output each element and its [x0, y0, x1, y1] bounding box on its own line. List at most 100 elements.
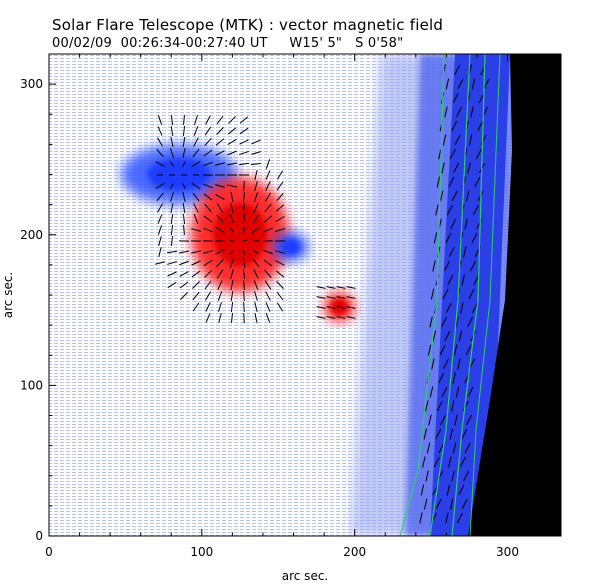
field-vector [252, 214, 260, 224]
field-vector [455, 386, 460, 398]
field-vector [422, 456, 426, 468]
field-vector [326, 316, 336, 319]
field-vector [182, 213, 186, 225]
field-vector [203, 215, 213, 223]
field-vector [170, 125, 174, 137]
field-vector [170, 235, 174, 247]
field-vector [336, 296, 346, 299]
field-vector [276, 181, 284, 191]
x-tick-label: 300 [496, 545, 519, 559]
field-vector [433, 232, 438, 244]
field-vector [461, 498, 468, 510]
field-vector [442, 134, 447, 146]
field-vector [474, 176, 481, 188]
field-vector [432, 260, 436, 272]
field-vector [438, 148, 442, 160]
field-vector [155, 182, 165, 190]
field-vector [450, 218, 457, 230]
field-vector [435, 428, 442, 440]
x-axis-label: arc sec. [282, 569, 328, 583]
field-vector [229, 249, 235, 255]
field-vector [456, 512, 463, 524]
field-vector [461, 274, 465, 286]
field-vector [239, 139, 249, 145]
field-vector [216, 214, 224, 224]
field-vector [265, 159, 271, 169]
field-vector [423, 498, 428, 510]
field-vector [226, 162, 238, 166]
field-vector [217, 291, 223, 301]
field-vector [425, 470, 429, 482]
field-vector [251, 226, 261, 234]
field-vector [252, 258, 260, 268]
field-vector [447, 274, 454, 286]
field-vector [454, 64, 461, 76]
field-vector [452, 372, 456, 384]
field-vector [442, 358, 449, 370]
field-vector [431, 358, 435, 370]
field-vector [454, 414, 458, 426]
y-tick-label: 200 [20, 228, 43, 242]
field-vector [264, 280, 272, 290]
field-vector [336, 286, 346, 289]
field-vector [157, 126, 163, 136]
field-vector [275, 216, 285, 222]
field-vector [467, 386, 474, 398]
field-vector [458, 330, 463, 342]
field-vector [426, 442, 431, 454]
field-vector [265, 302, 271, 312]
field-vector [182, 125, 186, 137]
field-vector [326, 286, 336, 289]
field-vector [475, 148, 482, 160]
field-vector [448, 456, 452, 468]
y-tick-label: 100 [20, 378, 43, 392]
field-vector [242, 249, 246, 255]
field-vector [253, 203, 259, 213]
field-vector [453, 344, 458, 356]
y-axis-label: arc sec. [1, 272, 15, 318]
field-vector [203, 149, 213, 157]
field-vector [465, 344, 472, 356]
field-vector [205, 302, 211, 312]
field-vector [429, 386, 434, 398]
field-vector [216, 269, 224, 279]
field-vector [433, 456, 440, 468]
field-vector [203, 250, 213, 254]
field-vector [423, 428, 427, 440]
field-vector [166, 250, 178, 254]
field-vector [452, 442, 457, 454]
field-vector [229, 214, 235, 224]
field-vector [435, 204, 439, 216]
field-vector [336, 316, 346, 319]
field-vector [191, 182, 201, 190]
image-layer [49, 54, 561, 536]
field-vector [275, 204, 285, 212]
field-vector [170, 192, 174, 202]
field-vector [157, 137, 163, 147]
field-vector [445, 302, 452, 314]
field-vector [457, 358, 461, 370]
field-vector [169, 148, 175, 158]
field-vector [179, 260, 189, 266]
field-vector [346, 296, 356, 299]
field-vector [215, 138, 225, 146]
field-vector [157, 115, 163, 125]
field-vector [425, 400, 429, 412]
field-vector [468, 134, 473, 146]
field-vector [218, 313, 222, 323]
field-vector [483, 78, 490, 90]
field-vector [242, 213, 246, 225]
field-vector [471, 302, 478, 314]
field-vector [179, 271, 189, 277]
field-vector [239, 150, 249, 156]
field-vector [465, 190, 470, 202]
field-vector [203, 193, 213, 201]
field-vector [227, 150, 237, 156]
field-vector [227, 138, 237, 146]
field-vector [451, 190, 458, 202]
field-vector [436, 400, 443, 412]
field-vector [157, 225, 163, 235]
field-vector [170, 203, 174, 213]
field-vector [243, 312, 245, 324]
field-vector [453, 162, 460, 174]
